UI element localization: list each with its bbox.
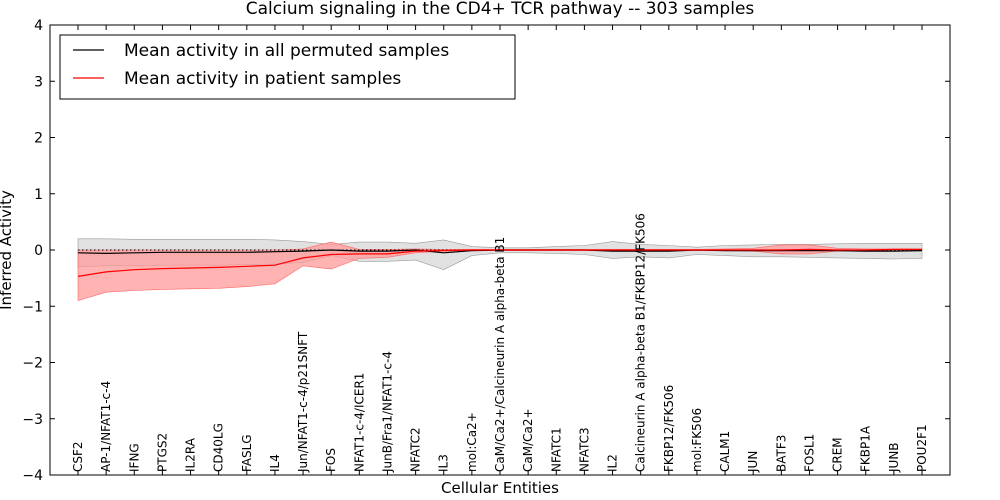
y-axis-label: Inferred Activity: [0, 190, 15, 310]
y-axis: −4 −3 −2 −1 0 1 2 3 4: [22, 18, 950, 484]
x-tick-label: FOSL1: [803, 434, 817, 472]
x-tick-label: mol:FK506: [690, 408, 704, 472]
series-lines: [77, 248, 923, 277]
x-tick-label: CaM/Ca2+: [521, 408, 535, 472]
line-patient: [77, 248, 922, 277]
x-tick-label: Calcineurin A alpha-beta B1/FKBP12/FK506: [634, 213, 648, 472]
x-tick-label: CaM/Ca2+/Calcineurin A alpha-beta B1: [493, 237, 507, 472]
x-tick-label: JUN: [746, 451, 760, 473]
x-tick-label: CD40LG: [212, 423, 226, 472]
x-tick-label: mol:Ca2+: [465, 412, 479, 472]
legend-label-permuted: Mean activity in all permuted samples: [124, 41, 449, 61]
legend-box: [59, 34, 516, 100]
y-tick-label: 1: [34, 187, 43, 203]
chart-title: Calcium signaling in the CD4+ TCR pathwa…: [246, 0, 755, 19]
x-tick-label: FASLG: [240, 434, 254, 472]
y-tick-label: 2: [34, 131, 43, 147]
y-tick-label: 4: [34, 18, 43, 34]
y-tick-label: −2: [22, 356, 43, 372]
x-tick-label: POU2F1: [915, 424, 929, 472]
x-tick-label: JunB/Fra1/NFAT1-c-4: [381, 351, 395, 473]
x-tick-label: CREM: [831, 437, 845, 472]
x-tick-label: IFNG: [127, 443, 141, 472]
x-tick-label: FOS: [324, 448, 338, 472]
x-tick-label: AP-1/NFAT1-c-4: [99, 381, 113, 472]
x-axis: CSF2 AP-1/NFAT1-c-4 IFNG PTGS2 IL2RA CD40LG FA…: [71, 25, 929, 475]
x-tick-label: Jun/NFAT1-c-4/p21SNFT: [296, 331, 310, 473]
x-tick-label: NFATC2: [409, 427, 423, 472]
y-tick-label: −3: [22, 412, 43, 428]
x-tick-label: FKBP1A: [859, 425, 873, 472]
x-tick-label: CALM1: [718, 431, 732, 472]
x-tick-label: NFATC3: [577, 427, 591, 472]
legend: Mean activity in all permuted samples Me…: [59, 34, 516, 100]
x-tick-label: JUNB: [887, 442, 901, 473]
x-tick-label: NFAT1-c-4/ICER1: [352, 373, 366, 472]
legend-label-patient: Mean activity in patient samples: [124, 69, 401, 89]
x-tick-label: IL2RA: [184, 437, 198, 472]
x-tick-label: FKBP12/FK506: [662, 385, 676, 472]
x-tick-label: IL2: [606, 454, 620, 472]
x-tick-label: PTGS2: [155, 433, 169, 472]
x-axis-label: Cellular Entities: [441, 479, 559, 497]
x-tick-label: BATF3: [774, 435, 788, 472]
y-tick-label: 0: [34, 243, 43, 259]
y-tick-label: −4: [22, 468, 43, 484]
x-tick-label: NFATC1: [549, 427, 563, 472]
x-tick-label: IL4: [268, 454, 282, 472]
x-tick-label: CSF2: [71, 441, 85, 472]
x-tick-label: IL3: [437, 454, 451, 472]
y-tick-label: 3: [34, 74, 43, 90]
y-tick-label: −1: [22, 299, 43, 315]
